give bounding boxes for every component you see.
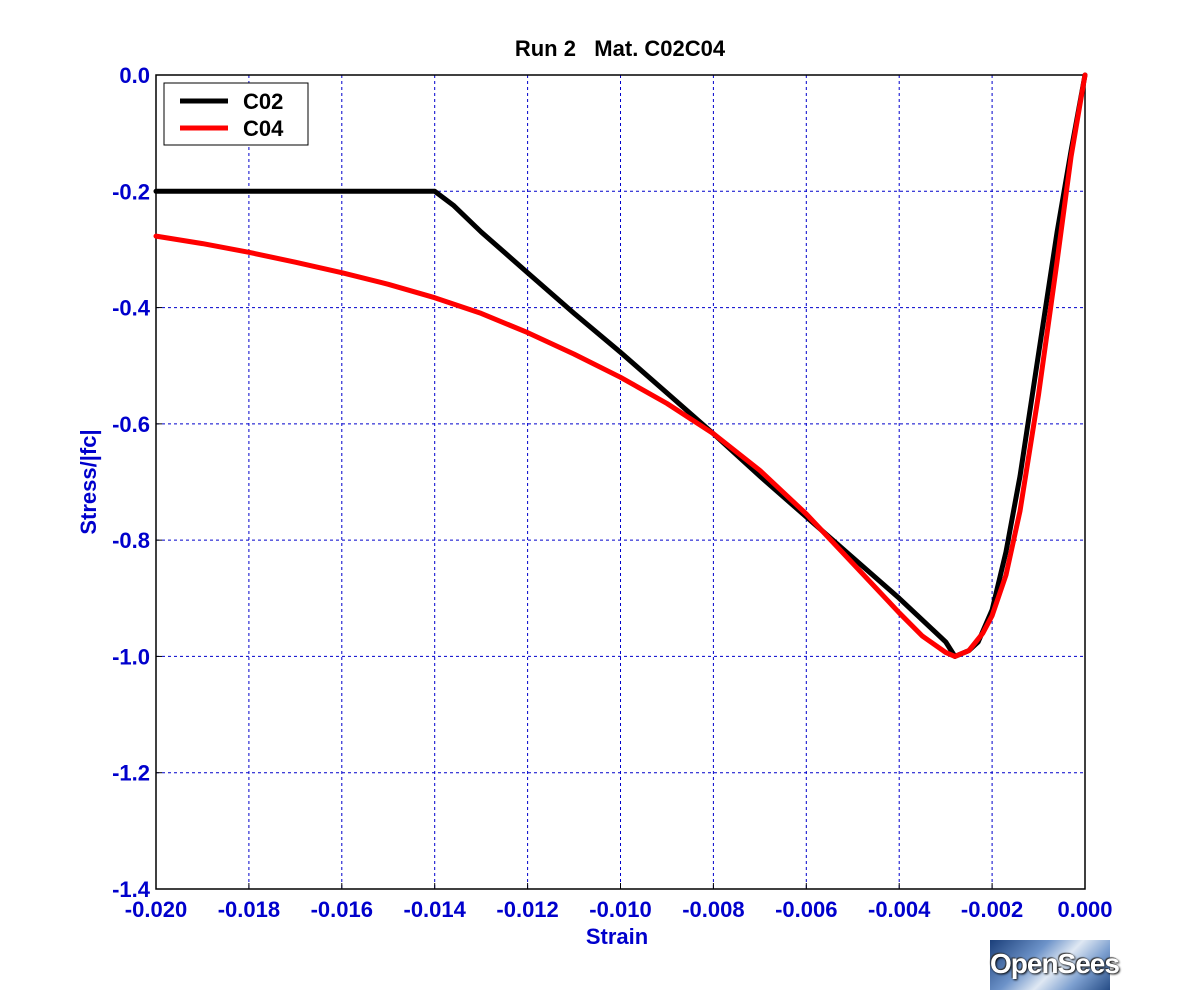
legend: C02C04: [163, 82, 309, 146]
chart-title: Run 2 Mat. C02C04: [515, 36, 726, 61]
y-tick-label: -1.2: [112, 761, 150, 786]
x-axis-label: Strain: [586, 924, 648, 949]
x-tick-label: 0.000: [1057, 897, 1112, 922]
legend-label-c04: C04: [243, 116, 284, 141]
y-tick-label: -1.4: [112, 877, 151, 902]
series-layer: [153, 72, 1088, 659]
x-tick-label: -0.020: [125, 897, 187, 922]
x-tick-label: -0.004: [868, 897, 931, 922]
legend-label-c02: C02: [243, 89, 283, 114]
y-tick-labels: 0.0 -0.2 -0.4 -0.6 -0.8 -1.0 -1.2 -1.4: [112, 63, 151, 902]
x-tick-labels: -0.020 -0.018 -0.016 -0.014 -0.012 -0.010 -0.0…: [125, 897, 1113, 922]
y-tick-label: -1.0: [112, 644, 150, 669]
x-tick-label: -0.016: [311, 897, 373, 922]
y-tick-label: -0.8: [112, 528, 150, 553]
y-tick-label: 0.0: [119, 63, 150, 88]
x-tick-label: -0.008: [682, 897, 744, 922]
x-tick-label: -0.002: [961, 897, 1023, 922]
y-tick-label: -0.6: [112, 412, 150, 437]
grid-lines: [155, 74, 1086, 890]
x-tick-label: -0.012: [496, 897, 558, 922]
legend-box: [163, 82, 309, 146]
x-tick-label: -0.006: [775, 897, 837, 922]
x-tick-label: -0.018: [218, 897, 280, 922]
y-tick-label: -0.2: [112, 179, 150, 204]
y-tick-label: -0.4: [112, 296, 151, 321]
y-axis-label: Stress/|fc|: [76, 429, 101, 534]
x-tick-label: -0.014: [404, 897, 467, 922]
series-line-c04: [153, 72, 1088, 659]
x-tick-label: -0.010: [589, 897, 651, 922]
opensees-logo: OpenSees: [990, 940, 1120, 990]
opensees-logo-text: OpenSees: [990, 948, 1120, 979]
